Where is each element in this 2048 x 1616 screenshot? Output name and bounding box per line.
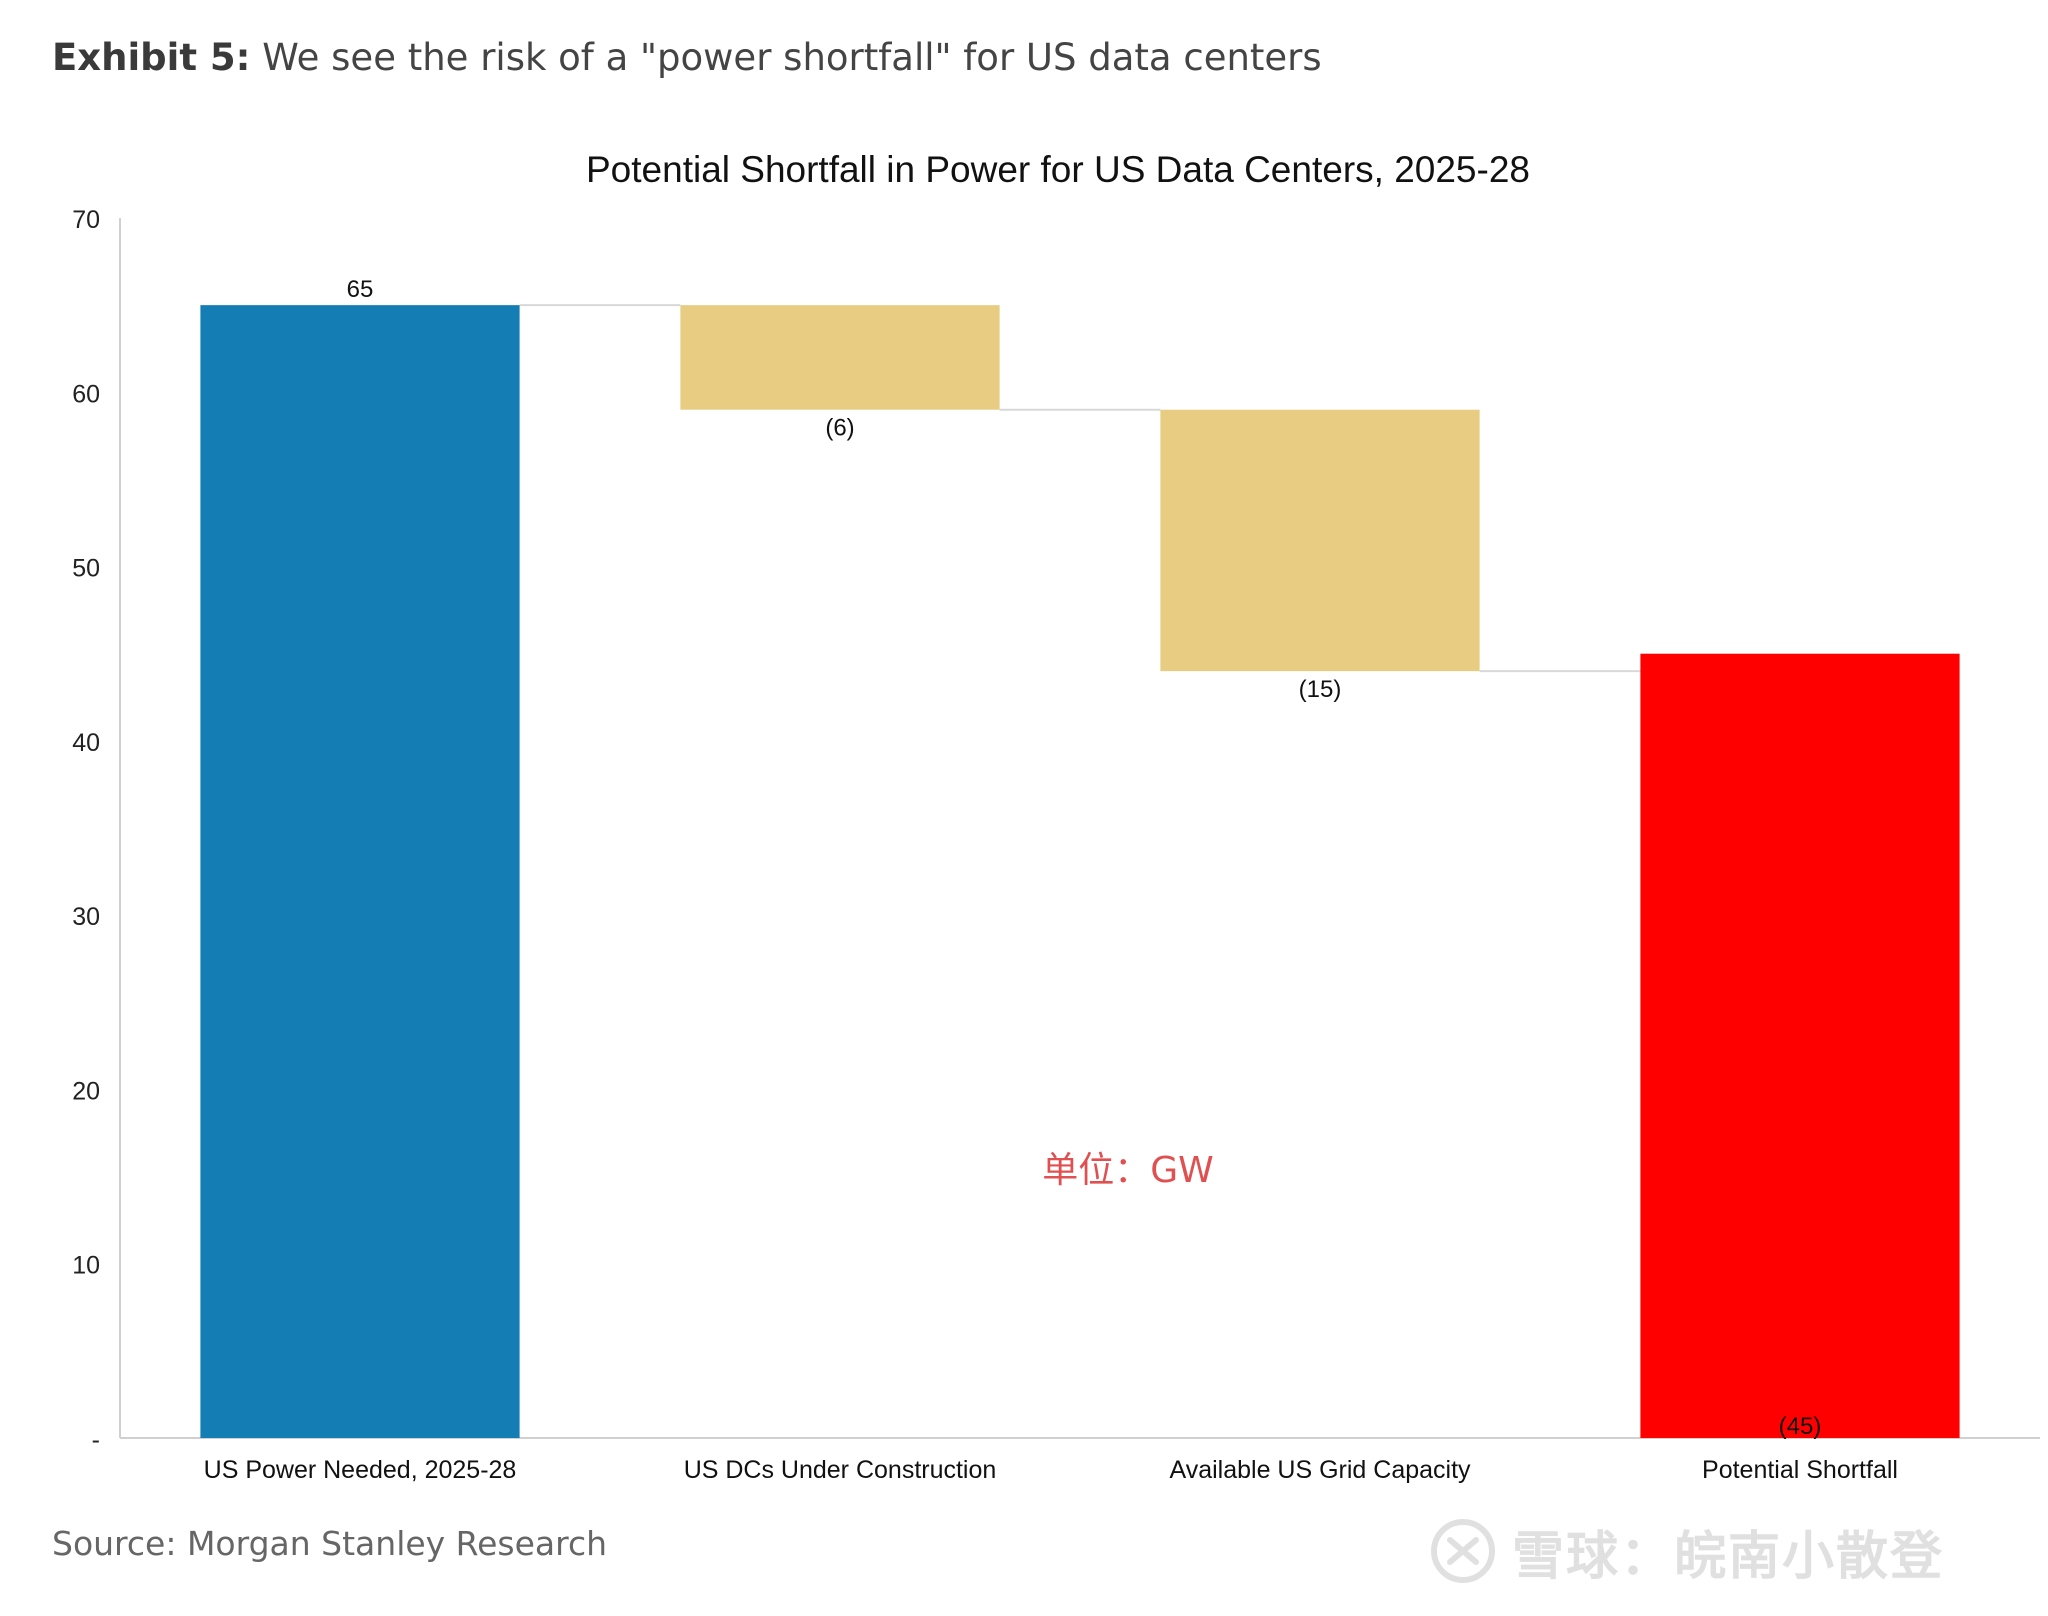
category-label: Available US Grid Capacity — [1169, 1456, 1471, 1484]
y-tick-label: 50 — [72, 555, 100, 583]
category-label: US DCs Under Construction — [684, 1456, 997, 1484]
exhibit-label: Exhibit 5: — [52, 36, 251, 79]
exhibit-title: Exhibit 5: We see the risk of a "power s… — [52, 36, 1322, 79]
category-label: Potential Shortfall — [1702, 1456, 1898, 1484]
data-label: 65 — [347, 276, 374, 303]
bar — [200, 305, 520, 1439]
y-tick-label: 70 — [72, 206, 100, 234]
category-labels: US Power Needed, 2025-28 US DCs Under Con… — [204, 1456, 1898, 1484]
watermark: 雪球：皖南小散登 — [1430, 1516, 1945, 1587]
unit-annotation: 单位：GW — [1042, 1150, 1214, 1191]
bar — [1640, 653, 1960, 1438]
y-tick-label: 30 — [72, 903, 100, 931]
y-tick-label: 40 — [72, 729, 100, 757]
category-label: US Power Needed, 2025-28 — [204, 1456, 517, 1484]
watermark-text: 雪球：皖南小散登 — [1512, 1526, 1945, 1587]
source-note: Source: Morgan Stanley Research — [52, 1524, 608, 1563]
exhibit-text: We see the risk of a "power shortfall" f… — [262, 36, 1322, 79]
y-tick-label: 10 — [72, 1252, 100, 1280]
data-label: (45) — [1779, 1413, 1822, 1440]
bar — [1160, 409, 1480, 672]
bars — [200, 305, 1960, 1439]
y-tick-label: 20 — [72, 1077, 100, 1105]
data-labels: 65 (6) (15) (45) — [347, 276, 1822, 1440]
data-label: (15) — [1299, 676, 1342, 703]
bar — [680, 305, 1000, 410]
data-label: (6) — [825, 415, 854, 442]
y-tick-label: - — [92, 1426, 100, 1454]
y-axis: - 10 20 30 40 50 60 70 — [72, 206, 121, 1454]
y-tick-label: 60 — [72, 380, 100, 408]
snowball-logo-icon — [1431, 1519, 1495, 1583]
connector-lines — [519, 304, 1641, 673]
chart-title: Potential Shortfall in Power for US Data… — [586, 149, 1530, 190]
